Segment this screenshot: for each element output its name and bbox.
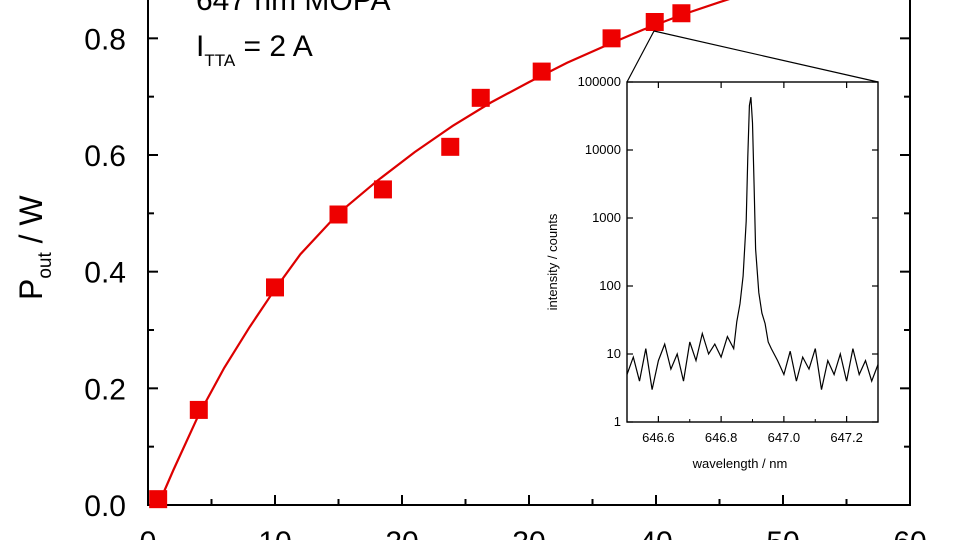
ylabel-suffix: / W [13, 195, 49, 253]
inset-y-tick-label: 100 [599, 278, 621, 293]
main-x-tick-label: 30 [512, 526, 545, 540]
inset-y-tick-label: 10 [607, 346, 621, 361]
inset-x-tick-label: 647.0 [768, 430, 801, 445]
data-point [266, 278, 284, 297]
main-x-tick-label: 10 [258, 526, 291, 540]
data-point [149, 490, 168, 509]
inset-x-tick-label: 646.8 [705, 430, 738, 445]
data-point [441, 137, 460, 156]
data-point [373, 180, 392, 199]
main-x-tick-label: 50 [766, 526, 799, 540]
inset-y-tick-label: 100000 [578, 74, 621, 89]
inset-y-axis-label: intensity / counts [545, 213, 560, 310]
data-point [602, 29, 621, 48]
inset-y-tick-label: 10000 [585, 142, 621, 157]
annotation-line-1: 647 nm MOPA [196, 0, 391, 17]
main-x-tick-label: 0 [140, 526, 157, 540]
ylabel-main: P [13, 279, 49, 300]
annotation-current-symbol: I [196, 30, 204, 63]
main-axis-tick-labels: 0 10 20 30 40 50 60 0.0 0.2 0.4 0.6 0.8 [84, 23, 926, 540]
inset-axis-tick-labels: 646.6 646.8 647.0 647.2 1 10 100 1000 10000 10000… [578, 74, 863, 445]
data-point [329, 205, 348, 224]
ylabel-subscript: out [35, 252, 56, 279]
main-x-tick-label: 20 [385, 526, 418, 540]
main-y-tick-label: 0.4 [84, 257, 126, 290]
inset-y-tick-label: 1 [614, 414, 621, 429]
inset-x-tick-label: 646.6 [642, 430, 675, 445]
main-y-tick-label: 0.0 [84, 490, 126, 523]
zoom-connector-right [653, 30, 879, 83]
annotation-current-subscript: TTA [204, 51, 236, 70]
data-points [149, 4, 691, 509]
inset-y-tick-label: 1000 [592, 210, 621, 225]
annotation-line-2: ITTA = 2 A [196, 30, 313, 70]
zoom-connector-left [626, 30, 655, 83]
inset-x-axis-label: wavelength / nm [692, 456, 788, 471]
data-point [189, 400, 208, 419]
main-y-tick-label: 0.6 [84, 140, 126, 173]
data-point [645, 13, 664, 31]
main-x-tick-label: 40 [639, 526, 672, 540]
main-axis-ticks [147, 37, 911, 506]
data-point [672, 4, 691, 23]
main-y-tick-label: 0.8 [84, 23, 126, 56]
inset-x-tick-label: 647.2 [830, 430, 863, 445]
main-y-axis-label: Pout / W [13, 195, 56, 300]
main-x-tick-label: 60 [893, 526, 926, 540]
data-point [532, 62, 551, 81]
inset-spectrum-line [626, 96, 879, 390]
annotation-current-value: = 2 A [235, 30, 313, 63]
data-point [471, 88, 490, 107]
inset-spectrum [626, 96, 879, 390]
inset-axis-ticks [626, 81, 879, 423]
main-y-tick-label: 0.2 [84, 373, 126, 406]
